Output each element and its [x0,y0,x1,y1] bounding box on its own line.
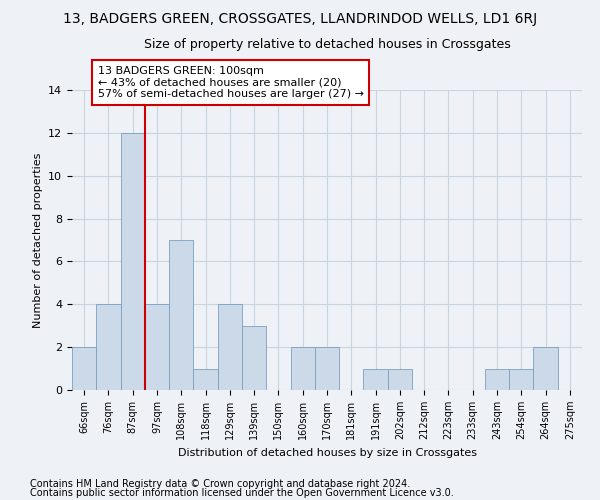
X-axis label: Distribution of detached houses by size in Crossgates: Distribution of detached houses by size … [178,448,476,458]
Bar [509,368,533,390]
Bar [364,368,388,390]
Bar [72,347,96,390]
Bar [485,368,509,390]
Text: Contains public sector information licensed under the Open Government Licence v3: Contains public sector information licen… [30,488,454,498]
Bar [193,368,218,390]
Bar [145,304,169,390]
Bar [96,304,121,390]
Text: 13, BADGERS GREEN, CROSSGATES, LLANDRINDOD WELLS, LD1 6RJ: 13, BADGERS GREEN, CROSSGATES, LLANDRIND… [63,12,537,26]
Bar [388,368,412,390]
Bar [290,347,315,390]
Text: 13 BADGERS GREEN: 100sqm
← 43% of detached houses are smaller (20)
57% of semi-d: 13 BADGERS GREEN: 100sqm ← 43% of detach… [97,66,364,99]
Bar [533,347,558,390]
Text: Contains HM Land Registry data © Crown copyright and database right 2024.: Contains HM Land Registry data © Crown c… [30,479,410,489]
Bar [242,326,266,390]
Bar [169,240,193,390]
Title: Size of property relative to detached houses in Crossgates: Size of property relative to detached ho… [143,38,511,52]
Bar [121,133,145,390]
Bar [218,304,242,390]
Bar [315,347,339,390]
Y-axis label: Number of detached properties: Number of detached properties [32,152,43,328]
